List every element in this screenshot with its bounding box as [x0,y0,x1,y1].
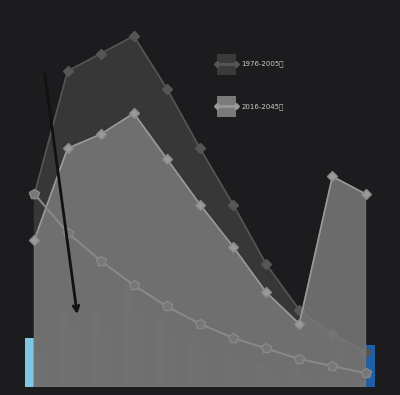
Polygon shape [34,36,366,387]
Bar [134,310,144,387]
Bar [201,352,210,387]
Bar [256,363,266,387]
Bar [157,317,166,387]
Bar [101,331,111,387]
Bar [35,352,44,387]
Bar [322,376,332,387]
Bar [234,363,243,387]
Text: 1976-2005年: 1976-2005年 [241,61,284,68]
Bar [216,54,236,75]
Bar [300,376,309,387]
Bar [366,345,376,387]
Bar [168,338,177,387]
Bar [216,96,236,117]
Bar [267,370,276,387]
Bar [68,331,78,387]
Bar [24,338,34,387]
Bar [58,310,67,387]
Bar [289,370,299,387]
Bar [333,345,342,387]
Text: 2016-2045年: 2016-2045年 [241,103,284,109]
Bar [124,282,133,387]
Bar [190,338,199,387]
Bar [91,310,100,387]
Bar [223,352,232,387]
Polygon shape [34,113,366,387]
Bar [356,380,365,387]
